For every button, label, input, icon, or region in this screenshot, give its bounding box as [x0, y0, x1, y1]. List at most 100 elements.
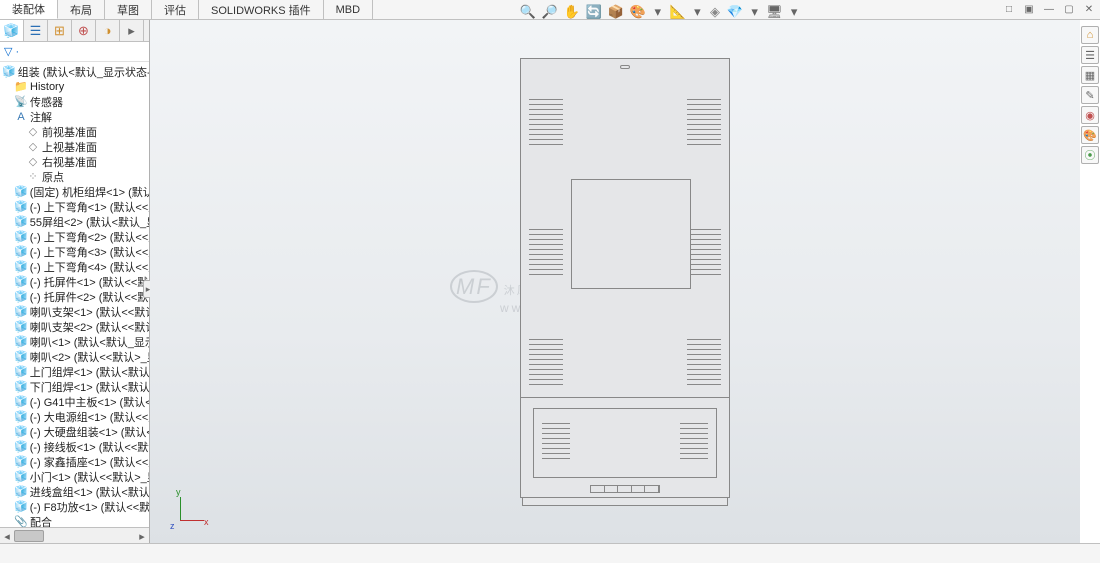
tree-item-icon: 🧊	[14, 395, 28, 409]
menu-tab-MBD[interactable]: MBD	[324, 0, 373, 19]
tree-item-icon: 🧊	[14, 200, 28, 214]
dropdown-1-icon[interactable]: ▾	[652, 4, 664, 20]
rotate-icon[interactable]: 🔄	[586, 4, 602, 20]
appearances-icon[interactable]: 🎨	[1081, 126, 1099, 144]
scroll-left-arrow[interactable]: ◂	[0, 528, 14, 544]
window-max-icon[interactable]: ▢	[1062, 2, 1076, 16]
tree-item-icon: ⁘	[26, 170, 40, 184]
property-tab[interactable]: ☰	[24, 20, 48, 41]
graphics-viewport[interactable]: MF沐风网 www.mfcad.com y x z	[150, 20, 1080, 543]
tree-item[interactable]: 🧊(-) 大硬盘组装<1> (默认<<默	[0, 424, 149, 439]
triad-z-label: z	[170, 521, 175, 531]
custom-props-icon[interactable]: ⦿	[1081, 146, 1099, 164]
tree-item-icon: 📁	[14, 80, 28, 94]
tree-item[interactable]: 🧊小门<1> (默认<<默认>_显示状	[0, 469, 149, 484]
tree-item[interactable]: ⁘原点	[0, 169, 149, 184]
scroll-thumb[interactable]	[14, 530, 44, 542]
tree-root[interactable]: 🧊 组装 (默认<默认_显示状态-1>)	[0, 64, 149, 79]
menu-tab-布局[interactable]: 布局	[58, 0, 105, 19]
design-lib-icon[interactable]: ✎	[1081, 86, 1099, 104]
tree-item[interactable]: 🧊下门组焊<1> (默认<默认_显示	[0, 379, 149, 394]
tree-item[interactable]: 🧊(-) 大电源组<1> (默认<<默认	[0, 409, 149, 424]
tree-item-label: (-) 上下弯角<2> (默认<<默认	[30, 229, 149, 244]
tree-item[interactable]: 🧊(-) 上下弯角<4> (默认<<默认	[0, 259, 149, 274]
task-panel-icon[interactable]: ☰	[1081, 46, 1099, 64]
tree-item-label: 右视基准面	[42, 154, 97, 169]
tree-item[interactable]: 🧊喇叭支架<1> (默认<<默认>_!	[0, 304, 149, 319]
dropdown-2-icon[interactable]: ▾	[692, 4, 704, 20]
tree-item-label: 传感器	[30, 94, 63, 109]
config-tab[interactable]: ⊞	[48, 20, 72, 41]
pan-icon[interactable]: ✋	[564, 4, 580, 20]
menu-tab-装配体[interactable]: 装配体	[0, 0, 58, 19]
tree-item[interactable]: 🧊(-) 上下弯角<1> (默认<<默认	[0, 199, 149, 214]
tree-item[interactable]: 🧊(固定) 机柜组焊<1> (默认<<默	[0, 184, 149, 199]
tree-item-label: 前视基准面	[42, 124, 97, 139]
vent-group-lbr	[680, 423, 708, 463]
tree-item[interactable]: 📁History	[0, 79, 149, 94]
tree-item[interactable]: 🧊(-) 上下弯角<2> (默认<<默认	[0, 229, 149, 244]
tree-item[interactable]: 🧊(-) 上下弯角<3> (默认<<默认	[0, 244, 149, 259]
tree-item-label: (-) 大电源组<1> (默认<<默认	[30, 409, 149, 424]
filter-icon: ▽ ·	[4, 45, 19, 58]
horizontal-scrollbar[interactable]: ◂ ▸	[0, 527, 149, 543]
assembly-icon: 🧊	[2, 65, 16, 79]
window-frame-icon[interactable]: □	[1002, 2, 1016, 16]
menu-tab-SOLIDWORKS 插件[interactable]: SOLIDWORKS 插件	[199, 0, 324, 19]
home-icon[interactable]: ⌂	[1081, 26, 1099, 44]
scroll-right-arrow[interactable]: ▸	[135, 528, 149, 544]
tree-item[interactable]: 🧊(-) 接线板<1> (默认<<默认>	[0, 439, 149, 454]
vent-group-ml	[529, 229, 563, 279]
tree-item-label: (-) 上下弯角<4> (默认<<默认	[30, 259, 149, 274]
view-palette-icon[interactable]: ◉	[1081, 106, 1099, 124]
tree-item[interactable]: 🧊进线盒组<1> (默认<默认_显示	[0, 484, 149, 499]
tree-item[interactable]: 🧊(-) F8功放<1> (默认<<默认>	[0, 499, 149, 514]
tree-item-icon: 🧊	[14, 485, 28, 499]
dimxpert-tab[interactable]: ⊕	[72, 20, 96, 41]
tree-item[interactable]: 🧊喇叭<2> (默认<<默认>_显示	[0, 349, 149, 364]
tree-item[interactable]: 🧊(-) 托屏件<2> (默认<<默认>	[0, 289, 149, 304]
resources-icon[interactable]: ▦	[1081, 66, 1099, 84]
window-cascade-icon[interactable]: ▣	[1022, 2, 1036, 16]
dropdown-3-icon[interactable]: ▾	[749, 4, 761, 20]
tree-item[interactable]: 🧊55屏组<2> (默认<默认_显示状	[0, 214, 149, 229]
appearance-icon[interactable]: 💎	[727, 4, 743, 20]
tree-item[interactable]: 🧊喇叭<1> (默认<默认_显示状	[0, 334, 149, 349]
display-style-icon[interactable]: 📦	[608, 4, 624, 20]
window-close-icon[interactable]: ✕	[1082, 2, 1096, 16]
tree-item[interactable]: 🧊上门组焊<1> (默认<默认_显示	[0, 364, 149, 379]
tree-item-icon: 🧊	[14, 335, 28, 349]
zoom-fit-icon[interactable]: 🔍	[520, 4, 536, 20]
tree-item[interactable]: 📎配合	[0, 514, 149, 527]
tree-item-label: History	[30, 81, 64, 93]
section-icon[interactable]: 🎨	[630, 4, 646, 20]
model-cabinet[interactable]	[520, 58, 730, 506]
tree-item[interactable]: 🧊(-) 家鑫插座<1> (默认<<默认	[0, 454, 149, 469]
window-min-icon[interactable]: —	[1042, 2, 1056, 16]
dropdown-4-icon[interactable]: ▾	[788, 4, 800, 20]
menu-tab-评估[interactable]: 评估	[152, 0, 199, 19]
tree-item[interactable]: 🧊(-) 托屏件<1> (默认<<默认>	[0, 274, 149, 289]
more-tab[interactable]: ▸	[120, 20, 144, 41]
zoom-area-icon[interactable]: 🔎	[542, 4, 558, 20]
view-orientation-icon[interactable]: 📐	[670, 4, 686, 20]
tree-item-label: 进线盒组<1> (默认<默认_显示	[30, 484, 149, 499]
hide-show-icon[interactable]: ◈	[709, 4, 721, 20]
tree-item[interactable]: 🧊(-) G41中主板<1> (默认<<默	[0, 394, 149, 409]
tree-item[interactable]: ◇右视基准面	[0, 154, 149, 169]
tree-item-label: 55屏组<2> (默认<默认_显示状	[30, 214, 149, 229]
tree-item[interactable]: ◇上视基准面	[0, 139, 149, 154]
feature-tree-tab[interactable]: 🧊	[0, 20, 24, 41]
tree-filter[interactable]: ▽ ·	[0, 42, 149, 62]
tree-item[interactable]: A注解	[0, 109, 149, 124]
display-tab[interactable]: ◑	[96, 20, 120, 41]
tree-item-icon: 📡	[14, 95, 28, 109]
orientation-triad[interactable]: y x z	[168, 491, 208, 531]
tree-item[interactable]: 🧊喇叭支架<2> (默认<<默认>_!	[0, 319, 149, 334]
menu-tab-草图[interactable]: 草图	[105, 0, 152, 19]
scene-icon[interactable]: 🖥	[766, 4, 782, 20]
tree-item[interactable]: 📡传感器	[0, 94, 149, 109]
tree-item[interactable]: ◇前视基准面	[0, 124, 149, 139]
tree-item-icon: 🧊	[14, 305, 28, 319]
tree-item-icon: 🧊	[14, 350, 28, 364]
